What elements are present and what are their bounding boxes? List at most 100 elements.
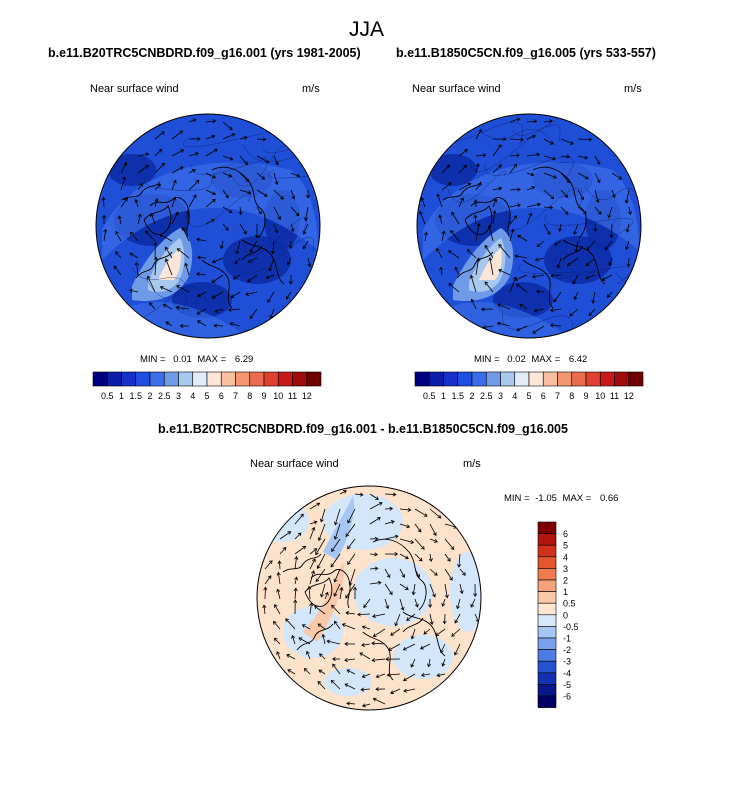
wind-vector-head xyxy=(414,603,419,608)
wind-vector-head xyxy=(403,677,407,682)
wind-vector-head xyxy=(394,551,399,557)
wind-vector xyxy=(592,291,596,304)
wind-vector xyxy=(286,654,296,660)
negative-anomaly-region xyxy=(257,502,309,542)
wind-vector xyxy=(444,538,455,550)
wind-vector xyxy=(249,308,258,319)
wind-vector xyxy=(346,612,356,615)
wind-vector xyxy=(459,568,466,576)
wind-vector xyxy=(594,155,601,165)
wind-vector-head xyxy=(276,650,280,655)
wind-vector-head xyxy=(347,545,351,550)
wind-vector-head xyxy=(346,669,351,674)
wind-vector-head xyxy=(454,266,459,271)
wind-vector-head xyxy=(438,214,443,219)
wind-vector xyxy=(165,246,173,259)
wind-vector xyxy=(458,149,468,157)
wind-vector-head xyxy=(287,531,292,535)
wind-vector-head xyxy=(333,592,338,597)
wind-vector-head xyxy=(531,134,536,139)
wind-vector-head xyxy=(446,164,451,169)
wind-vector-head xyxy=(374,566,379,571)
wind-vector-head xyxy=(420,546,425,550)
wind-vector-head xyxy=(294,556,299,560)
colorbar-3-box-14 xyxy=(537,684,557,697)
wind-vector xyxy=(536,240,545,247)
wind-vector-head xyxy=(404,586,409,590)
wind-vector xyxy=(308,586,311,600)
wind-vector-head xyxy=(219,245,224,250)
wind-vector-head xyxy=(305,650,310,655)
wind-vector xyxy=(509,154,520,157)
wind-vector-head xyxy=(432,593,436,598)
wind-vector-head xyxy=(320,593,324,598)
wind-vector-head xyxy=(436,673,441,678)
colorbar-3-box-11 xyxy=(537,649,557,662)
wind-vector xyxy=(406,613,416,621)
wind-vector-head xyxy=(214,308,219,313)
wind-vector-head xyxy=(305,194,311,199)
wind-vector-head xyxy=(556,264,561,269)
wind-vector-head xyxy=(608,262,613,267)
panel-2-minmax: MIN = 0.02 MAX = 6.42 xyxy=(474,354,587,365)
wind-vector-head xyxy=(274,604,278,608)
wind-vector-head xyxy=(333,620,338,625)
wind-vector-head xyxy=(417,528,422,533)
wind-vector xyxy=(534,308,545,312)
coastline xyxy=(562,239,606,285)
wind-vector xyxy=(294,513,304,525)
wind-vector-head xyxy=(548,119,553,124)
colorbar-1-tick-label: 9 xyxy=(261,391,266,401)
wind-vector-head xyxy=(478,128,482,133)
wind-vector-head xyxy=(406,617,411,621)
wind-vector xyxy=(290,172,300,178)
wind-vector xyxy=(176,285,190,293)
wind-vector xyxy=(147,276,156,293)
wind-vector xyxy=(154,183,161,191)
wind-vector xyxy=(550,324,562,327)
wind-vector-head xyxy=(476,257,481,262)
colorbar-2-box-5 xyxy=(485,371,501,387)
wind-vector-head xyxy=(291,634,296,639)
colorbar-3-tick-label: 1 xyxy=(563,587,568,597)
wind-vector-head xyxy=(235,250,240,255)
wind-vector-head xyxy=(536,243,541,248)
wind-vector xyxy=(369,582,382,585)
wind-vector-head xyxy=(448,283,453,287)
wind-vector-head xyxy=(372,697,377,702)
coastline xyxy=(562,245,584,261)
coastline xyxy=(522,259,554,309)
wind-vector xyxy=(302,624,311,630)
wind-vector-head xyxy=(423,513,428,517)
wind-vector xyxy=(273,206,281,220)
wind-vector-head xyxy=(361,625,366,630)
wind-vector xyxy=(149,302,156,310)
wind-vector xyxy=(154,163,165,174)
wind-vector xyxy=(228,308,241,311)
wind-vector-head xyxy=(359,492,364,497)
wind-vector xyxy=(448,283,460,293)
wind-vector xyxy=(264,575,272,585)
wind-vector xyxy=(294,577,298,585)
wind-vector xyxy=(475,258,480,276)
wind-vector-head xyxy=(583,210,587,215)
wind-vector xyxy=(256,189,268,197)
wind-vector xyxy=(154,149,162,157)
colorbar-2-tick-label: 0.5 xyxy=(423,391,436,401)
wind-vector-head xyxy=(436,193,441,198)
wind-vector-head xyxy=(326,639,331,644)
wind-vector xyxy=(307,257,311,267)
wind-vector-head xyxy=(185,210,191,214)
panel-2-map xyxy=(416,113,642,339)
wind-vector xyxy=(309,548,317,555)
wind-vector-head xyxy=(101,214,107,219)
colorbar-2-box-0 xyxy=(414,371,430,387)
map-field xyxy=(96,114,320,338)
wind-vector xyxy=(390,688,401,694)
wind-vector xyxy=(429,568,438,576)
colorbar-2-tick-label: 10 xyxy=(595,391,605,401)
wind-vector xyxy=(182,227,190,242)
colorbar-2-box-12 xyxy=(585,371,601,387)
wind-vector-head xyxy=(607,214,612,219)
wind-vector xyxy=(304,668,311,675)
